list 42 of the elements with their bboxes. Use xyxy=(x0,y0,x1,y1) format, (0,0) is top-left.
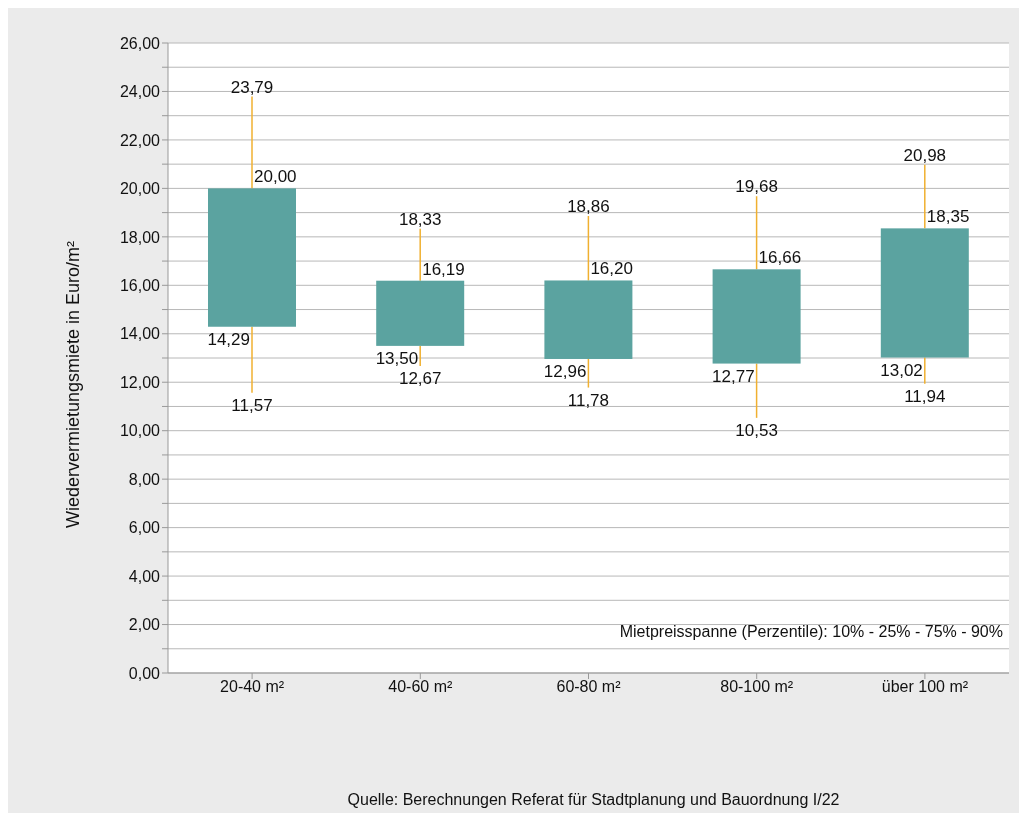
text: 10,53 xyxy=(735,420,778,440)
text: 11,78 xyxy=(567,390,610,410)
text: 11,94 xyxy=(904,386,946,406)
y-axis-title: Wiedervermietungsmiete in Euro/m² xyxy=(63,240,84,528)
text: 18,33 xyxy=(398,209,442,229)
text: 16,66 xyxy=(758,248,802,268)
text: 18,35 xyxy=(926,207,970,227)
x-tick-label: 40-60 m² xyxy=(388,678,453,696)
source-note: Quelle: Berechnungen Referat für Stadtplanung und Bauordnung I/22 xyxy=(346,791,841,809)
text: 16,19 xyxy=(422,259,465,279)
text: 20,00 xyxy=(254,167,297,187)
y-tick-label: 26,00 xyxy=(119,34,161,52)
y-tick-label: 2,00 xyxy=(128,616,161,634)
text: 12,96 xyxy=(543,361,587,381)
x-tick-label: 80-100 m² xyxy=(720,678,794,696)
y-tick-label: 8,00 xyxy=(128,470,161,488)
y-tick-label: 14,00 xyxy=(119,325,161,343)
text: 18,86 xyxy=(567,197,610,217)
text: 16,20 xyxy=(590,259,633,279)
y-tick-label: 12,00 xyxy=(119,373,161,391)
text: 14,29 xyxy=(207,329,250,349)
text: 23,79 xyxy=(230,77,274,97)
y-tick-label: 18,00 xyxy=(119,228,161,246)
y-tick-label: 10,00 xyxy=(119,422,161,440)
text: 12,77 xyxy=(712,366,755,386)
text: 12,67 xyxy=(398,369,442,388)
text: 13,50 xyxy=(375,348,419,368)
y-tick-label: 20,00 xyxy=(119,180,161,198)
y-tick-label: 22,00 xyxy=(119,131,161,149)
x-tick-label: 60-80 m² xyxy=(556,678,622,696)
x-tick-label: über 100 m² xyxy=(881,678,969,696)
y-tick-label: 0,00 xyxy=(128,664,161,682)
text: 11,57 xyxy=(231,395,273,415)
y-tick-label: 4,00 xyxy=(128,567,161,585)
y-tick-label: 16,00 xyxy=(119,276,161,294)
y-tick-label: 24,00 xyxy=(119,83,161,101)
annotation: Mietpreisspanne (Perzentile): 10% - 25% - 75% - 90% xyxy=(619,623,1003,641)
text: 13,02 xyxy=(880,360,923,380)
text: 20,98 xyxy=(903,145,947,165)
text: 19,68 xyxy=(735,177,778,197)
y-tick-label: 6,00 xyxy=(128,519,161,537)
x-tick-label: 20-40 m² xyxy=(220,678,285,696)
